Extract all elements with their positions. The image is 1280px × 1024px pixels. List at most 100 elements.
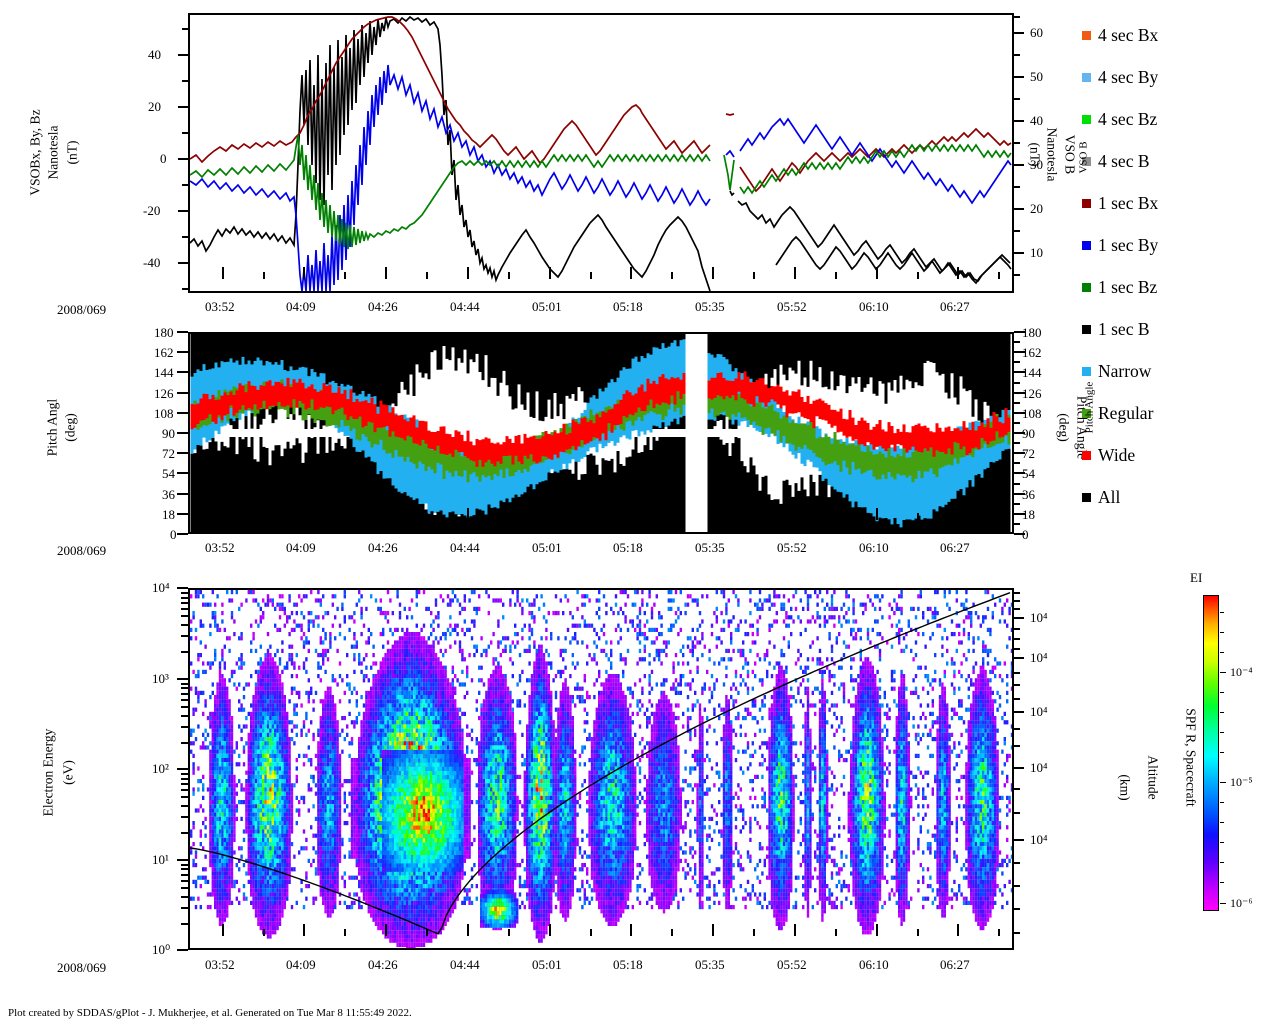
x-tick-minor: [753, 929, 755, 936]
panel2-tick: [1014, 411, 1025, 414]
legend-swatch: [1082, 366, 1091, 376]
x-tick-label: 04:26: [368, 540, 398, 555]
colorbar-tick-minor: [1220, 882, 1224, 883]
colorbar-tick-minor: [1220, 612, 1224, 613]
panel3-tick-minor: [181, 741, 188, 744]
x-tick: [712, 924, 714, 936]
x-tick: [467, 508, 469, 520]
panel2-tick-minor: [1014, 522, 1020, 525]
legend-item[interactable]: Wide: [1082, 444, 1135, 466]
x-tick-label: 04:26: [368, 957, 398, 972]
panel1-ytick: 0: [160, 151, 167, 166]
panel2-ytick: 108: [1022, 405, 1042, 421]
panel3-right-tick-minor: [1014, 885, 1020, 887]
panel3-right-tick-minor: [1014, 638, 1020, 640]
panel1-right-ytick: 10: [1030, 245, 1043, 260]
panel3-right-tick-minor: [1014, 908, 1020, 910]
x-tick-label: 05:52: [777, 957, 807, 972]
panel3-tick-minor: [181, 816, 188, 819]
legend-label: 4 sec Bx: [1098, 25, 1159, 45]
legend-label: 1 sec Bx: [1098, 193, 1159, 213]
legend-item[interactable]: 1 sec Bz: [1082, 276, 1157, 298]
legend-item[interactable]: 4 sec Bx: [1082, 24, 1158, 46]
panel3-tick-minor: [181, 698, 188, 701]
panel2-ytick: 0: [1022, 527, 1029, 542]
x-tick-minor: [508, 513, 510, 520]
panel3-right-ytick: 10⁴: [1030, 650, 1048, 665]
legend-swatch: [1082, 408, 1091, 418]
panel3-right-tick-minor: [1014, 600, 1020, 602]
panel3-right-ytick: 10⁴: [1030, 704, 1048, 719]
panel2-plot-area: [190, 334, 1011, 532]
panel3-ytick: 10³: [152, 670, 169, 686]
legend-item[interactable]: 1 sec B: [1082, 318, 1150, 340]
panel1-plot-area: [190, 15, 1012, 291]
x-tick: [712, 267, 714, 279]
x-tick-minor: [426, 513, 428, 520]
colorbar-tick-minor: [1220, 822, 1224, 823]
legend-label: All: [1098, 487, 1121, 507]
panel2-ytick: 54: [162, 466, 175, 482]
panel2-tick-minor: [1014, 401, 1020, 404]
legend-item[interactable]: 4 sec B: [1082, 150, 1150, 172]
panel3-tick-minor: [181, 682, 188, 685]
legend-item[interactable]: All: [1082, 486, 1120, 508]
legend-swatch: [1082, 156, 1091, 166]
legend-item[interactable]: 1 sec By: [1082, 234, 1158, 256]
legend-item[interactable]: Narrow: [1082, 360, 1151, 382]
legend-swatch: [1082, 450, 1091, 460]
colorbar-tick-minor: [1220, 862, 1224, 863]
panel3-right-tick-minor: [1014, 628, 1020, 630]
x-tick: [303, 924, 305, 936]
panel2-ylabel-left: Pitch Angl: [44, 398, 60, 457]
panel2-tick: [1014, 492, 1025, 495]
panel2-ytick: 18: [162, 506, 175, 522]
panel3-tick-minor: [181, 592, 188, 595]
panel2-ytick: 180: [154, 325, 174, 340]
x-tick-minor: [262, 513, 265, 520]
panel2-tick: [177, 331, 188, 333]
panel3-tick-minor: [181, 624, 188, 626]
panel2-ytick: 144: [1022, 365, 1042, 381]
panel3-date-label: 2008/069: [57, 960, 107, 975]
x-tick-label: 03:52: [205, 957, 235, 972]
x-tick: [222, 267, 224, 279]
panel2-tick-minor: [1014, 482, 1020, 485]
panel2-ytick: 0: [170, 527, 177, 542]
legend-swatch: [1082, 282, 1091, 292]
panel3-right-tick-minor: [1014, 862, 1020, 864]
panel2-tick: [177, 351, 188, 354]
panel3-right-tick-minor: [1014, 592, 1020, 594]
x-tick-minor: [753, 513, 755, 520]
panel2-ylabel-left2: (deg): [62, 413, 78, 442]
legend-item[interactable]: 4 sec By: [1082, 66, 1158, 88]
legend-item[interactable]: Regular: [1082, 402, 1153, 424]
x-tick: [876, 924, 878, 936]
legend-label: 4 sec Bz: [1098, 109, 1158, 129]
panel1-ytick: 40: [148, 47, 161, 62]
x-tick-label: 06:27: [940, 299, 970, 314]
x-tick: [549, 267, 551, 279]
panel2-tick: [1014, 512, 1025, 515]
x-tick: [876, 267, 878, 279]
footer-credit: Plot created by SDDAS/gPlot - J. Mukherj…: [8, 1007, 412, 1019]
panel2-tick: [1014, 533, 1025, 535]
legend-swatch: [1082, 240, 1091, 250]
panel1-ylabel-right3: (nT): [1027, 142, 1043, 167]
x-tick-label: 03:52: [205, 540, 235, 555]
panel1-date-label: 2008/069: [57, 302, 107, 317]
legend-item[interactable]: 4 sec Bz: [1082, 108, 1157, 130]
panel1-right-ytick: 30: [1030, 157, 1043, 172]
panel3-right-tick: [1014, 711, 1024, 713]
panel3-right-tick-minor: [1014, 812, 1020, 814]
panel3-tick-minor: [181, 651, 188, 654]
legend-item[interactable]: 1 sec Bx: [1082, 192, 1158, 214]
panel3-right-ytick: 10⁴: [1030, 760, 1048, 775]
panel3-tick-minor: [181, 796, 188, 799]
x-tick: [303, 508, 305, 520]
panel3-right-tick-minor: [1014, 608, 1020, 610]
panel3-right-tick: [1014, 767, 1024, 769]
panel3-ylabel-left: Electron Energy: [40, 728, 56, 817]
panel3-tick-minor: [181, 602, 188, 605]
panel3-tick-minor: [181, 906, 188, 909]
